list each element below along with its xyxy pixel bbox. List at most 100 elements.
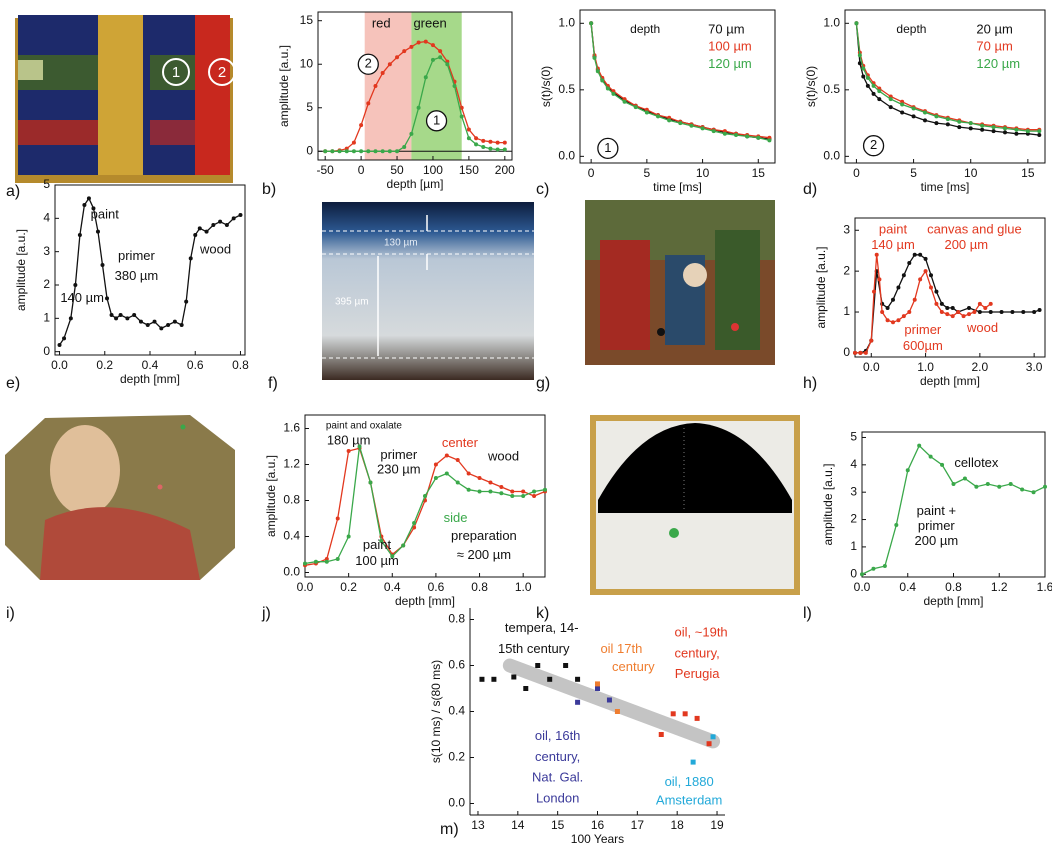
data-point bbox=[1020, 487, 1024, 491]
data-point bbox=[900, 102, 904, 106]
data-point bbox=[854, 21, 858, 25]
annotation: 200 µm bbox=[915, 533, 959, 548]
y-tick-label: 2 bbox=[850, 512, 857, 526]
data-point bbox=[153, 320, 157, 324]
x-tick-label: 14 bbox=[511, 818, 525, 832]
data-point bbox=[467, 128, 471, 132]
data-point bbox=[896, 318, 900, 322]
data-point bbox=[956, 310, 960, 314]
data-point bbox=[359, 149, 363, 153]
data-point bbox=[543, 488, 547, 492]
data-point bbox=[101, 263, 105, 267]
data-point bbox=[913, 298, 917, 302]
annotation: paint bbox=[879, 222, 908, 237]
data-point bbox=[434, 463, 438, 467]
data-point bbox=[73, 283, 77, 287]
x-tick-label: 10 bbox=[696, 166, 710, 180]
data-point bbox=[997, 485, 1001, 489]
x-tick-label: 0.0 bbox=[854, 580, 871, 594]
data-point bbox=[521, 490, 525, 494]
x-axis-label: time [ms] bbox=[653, 180, 702, 194]
data-point bbox=[481, 145, 485, 149]
annotation: 600µm bbox=[903, 338, 943, 353]
data-point bbox=[184, 300, 188, 304]
data-point bbox=[957, 120, 961, 124]
data-point bbox=[924, 257, 928, 261]
y-tick-label: 0 bbox=[43, 344, 50, 358]
y-tick-label: 0.0 bbox=[283, 565, 300, 579]
data-point bbox=[402, 145, 406, 149]
x-tick-label: 150 bbox=[459, 163, 479, 177]
data-point bbox=[575, 677, 580, 682]
data-point bbox=[967, 312, 971, 316]
y-tick-label: 0.5 bbox=[823, 82, 840, 96]
data-point bbox=[193, 233, 197, 237]
photo-sample: 1 2 bbox=[15, 15, 235, 183]
data-point bbox=[989, 310, 993, 314]
data-point bbox=[488, 481, 492, 485]
data-point bbox=[368, 481, 372, 485]
data-point bbox=[114, 316, 118, 320]
data-point bbox=[478, 490, 482, 494]
annotation: 140 µm bbox=[60, 290, 104, 305]
annotation: century bbox=[612, 659, 655, 674]
x-tick-label: 1.0 bbox=[515, 580, 532, 594]
data-point bbox=[723, 132, 727, 136]
x-tick-label: 0.0 bbox=[863, 360, 880, 374]
data-point bbox=[923, 110, 927, 114]
panel-label: e) bbox=[6, 375, 20, 392]
x-tick-label: 1.0 bbox=[917, 360, 934, 374]
data-point bbox=[864, 351, 868, 355]
x-tick-label: 15 bbox=[1021, 166, 1035, 180]
data-point bbox=[678, 121, 682, 125]
legend-entry: 20 µm bbox=[976, 21, 1012, 36]
legend-entry: 120 µm bbox=[976, 56, 1020, 71]
data-point bbox=[314, 560, 318, 564]
data-point bbox=[1032, 310, 1036, 314]
x-tick-label: 0.2 bbox=[340, 580, 357, 594]
data-point bbox=[523, 686, 528, 691]
y-tick-label: 1 bbox=[843, 304, 850, 318]
marker-label: 2 bbox=[218, 64, 226, 81]
data-point bbox=[105, 296, 109, 300]
x-tick-label: 18 bbox=[671, 818, 685, 832]
data-point bbox=[889, 105, 893, 109]
chart: 0.01.02.03.00123depth [mm]amplitude [a.u… bbox=[814, 218, 1045, 388]
y-tick-label: 0 bbox=[306, 143, 313, 157]
data-point bbox=[417, 106, 421, 110]
y-tick-label: 0.0 bbox=[558, 149, 575, 163]
data-point bbox=[934, 302, 938, 306]
data-point bbox=[232, 216, 236, 220]
chart: 0.00.20.40.60.81.00.00.40.81.21.6depth [… bbox=[264, 415, 547, 608]
data-point bbox=[1038, 308, 1042, 312]
data-point bbox=[872, 84, 876, 88]
x-tick-label: 5 bbox=[910, 166, 917, 180]
data-point bbox=[563, 663, 568, 668]
data-point bbox=[1000, 310, 1004, 314]
data-point bbox=[918, 253, 922, 257]
data-point bbox=[347, 449, 351, 453]
annotation: paint bbox=[91, 206, 120, 221]
data-point bbox=[978, 310, 982, 314]
y-tick-label: 1.2 bbox=[283, 457, 300, 471]
data-point bbox=[325, 560, 329, 564]
data-point bbox=[238, 213, 242, 217]
data-point bbox=[853, 351, 857, 355]
data-point bbox=[87, 196, 91, 200]
annotation: century, bbox=[535, 749, 580, 764]
data-point bbox=[929, 286, 933, 290]
data-point bbox=[139, 320, 143, 324]
annotation: oil, 1880 bbox=[665, 774, 714, 789]
data-point bbox=[159, 326, 163, 330]
data-point bbox=[589, 21, 593, 25]
data-point bbox=[460, 114, 464, 118]
data-point bbox=[510, 490, 514, 494]
annotation: paint + bbox=[917, 503, 956, 518]
y-axis-label: amplitude [a.u.] bbox=[821, 463, 835, 545]
data-point bbox=[491, 677, 496, 682]
data-point bbox=[547, 677, 552, 682]
y-tick-label: 5 bbox=[43, 177, 50, 191]
panel-label: f) bbox=[268, 375, 278, 392]
x-axis-label: depth [mm] bbox=[120, 372, 180, 386]
x-tick-label: 0 bbox=[853, 166, 860, 180]
